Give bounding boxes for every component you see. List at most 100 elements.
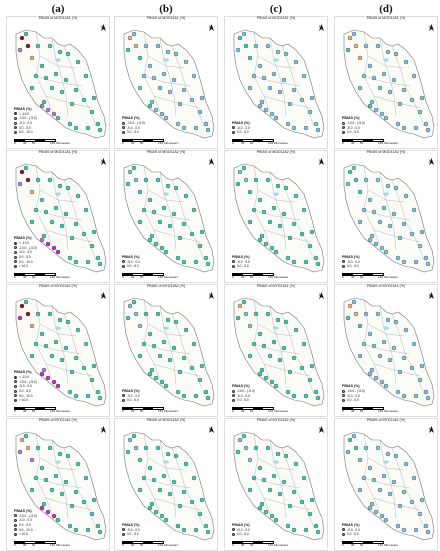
- station-marker: [257, 197, 263, 203]
- station-marker: [181, 87, 187, 93]
- station-marker: [19, 437, 25, 443]
- legend-swatch: [14, 394, 17, 398]
- lake: [55, 58, 61, 62]
- station-marker: [29, 85, 35, 91]
- station-marker: [237, 35, 243, 41]
- station-marker: [423, 121, 429, 127]
- station-marker: [281, 211, 287, 217]
- legend-label: -5.0 - 0.0: [127, 393, 140, 398]
- station-marker: [153, 241, 159, 247]
- state-boundary: [51, 305, 69, 385]
- station-marker: [377, 353, 383, 359]
- station-marker: [265, 177, 271, 183]
- legend-item: 0.0 - 5.0: [14, 125, 58, 130]
- scale-label: 0: [122, 141, 124, 145]
- station-marker: [181, 355, 187, 361]
- state-boundary: [379, 439, 397, 519]
- station-marker: [237, 303, 243, 309]
- station-marker: [251, 73, 257, 79]
- station-marker: [29, 219, 35, 225]
- station-marker: [411, 207, 417, 213]
- north-label: N: [101, 158, 104, 163]
- legend-item: -5.0 - 0.0: [232, 527, 276, 532]
- legend-title: PBIAS (%): [232, 120, 250, 125]
- legend-swatch: [342, 389, 345, 393]
- scale-bar: 0 30 60 120 Kilometers: [232, 407, 288, 413]
- station-marker: [143, 445, 149, 451]
- station-marker: [419, 229, 425, 235]
- panel-title: PBIAS of MOD11A2 (%): [366, 150, 406, 154]
- map-canvas: [334, 418, 438, 551]
- station-marker: [181, 393, 187, 399]
- station-marker: [257, 465, 263, 471]
- station-marker: [197, 109, 203, 115]
- station-marker: [401, 489, 407, 495]
- legend-swatch: [14, 264, 17, 268]
- station-marker: [205, 395, 211, 401]
- legend-item: -10.0 - (-5.0): [14, 380, 58, 385]
- scale-label: 30: [241, 543, 245, 547]
- state-boundary: [39, 189, 77, 203]
- station-marker: [193, 393, 199, 399]
- station-marker: [59, 491, 65, 497]
- station-marker: [97, 127, 103, 133]
- station-marker: [125, 47, 131, 53]
- north-label: N: [319, 292, 322, 297]
- legend-label: 0.0 - 5.0: [347, 130, 359, 135]
- peninsula-outline: [343, 431, 435, 541]
- station-marker: [175, 121, 181, 127]
- station-marker: [81, 365, 87, 371]
- station-marker: [167, 89, 173, 95]
- station-marker: [147, 237, 153, 243]
- station-marker: [369, 99, 375, 105]
- station-marker: [271, 473, 277, 479]
- station-marker: [315, 261, 321, 267]
- scale-label: 120 Kilometers: [50, 543, 71, 547]
- station-marker: [59, 223, 65, 229]
- legend-label: 0.0 - 5.0: [347, 532, 359, 537]
- station-marker: [65, 51, 71, 57]
- station-marker: [277, 491, 283, 497]
- legend-title: PBIAS (%): [122, 388, 140, 393]
- station-marker: [247, 219, 253, 225]
- scale-label: 60: [360, 141, 364, 145]
- station-marker: [385, 451, 391, 457]
- station-marker: [393, 185, 399, 191]
- legend-item: 0.0 - 5.0: [232, 398, 276, 403]
- station-marker: [371, 343, 377, 349]
- station-marker: [363, 311, 369, 317]
- station-marker: [205, 261, 211, 267]
- station-marker: [243, 177, 249, 183]
- scale-label: 120 Kilometers: [158, 543, 179, 547]
- peninsula-outline: [233, 163, 325, 273]
- scale-label: 0: [342, 543, 344, 547]
- station-marker: [143, 43, 149, 49]
- legend-label: -5.0 - 0.0: [237, 125, 250, 130]
- scale-label: 30: [351, 409, 355, 413]
- station-marker: [345, 47, 351, 53]
- station-marker: [29, 487, 35, 493]
- scale-bar: 0 30 60 120 Kilometers: [122, 541, 178, 547]
- station-marker: [291, 355, 297, 361]
- station-marker: [391, 77, 397, 83]
- north-arrow-icon: N: [429, 158, 435, 165]
- station-marker: [95, 121, 101, 127]
- legend-label: -5.0 - 0.0: [19, 384, 32, 389]
- station-marker: [403, 193, 409, 199]
- legend-swatch: [122, 394, 125, 398]
- station-marker: [175, 523, 181, 529]
- station-marker: [369, 501, 375, 507]
- station-marker: [137, 219, 143, 225]
- station-marker: [127, 303, 133, 309]
- station-marker: [417, 511, 423, 517]
- legend-label: -10.0 - (-5.0): [19, 245, 37, 250]
- legend-item: < -10.0: [14, 112, 58, 117]
- panel-title: PBIAS of MOD11A1 (%): [38, 150, 78, 154]
- legend-label: < -10.0: [19, 111, 30, 116]
- station-marker: [251, 341, 257, 347]
- scale-bar-graphic: [342, 541, 384, 545]
- legend-title: PBIAS (%): [122, 522, 140, 527]
- station-marker: [43, 75, 49, 81]
- map-panel-r3-c4: PBIAS of MYD11A1 (%) N PBIAS (%) -10.0 - (-…: [334, 284, 438, 417]
- station-marker: [299, 499, 305, 505]
